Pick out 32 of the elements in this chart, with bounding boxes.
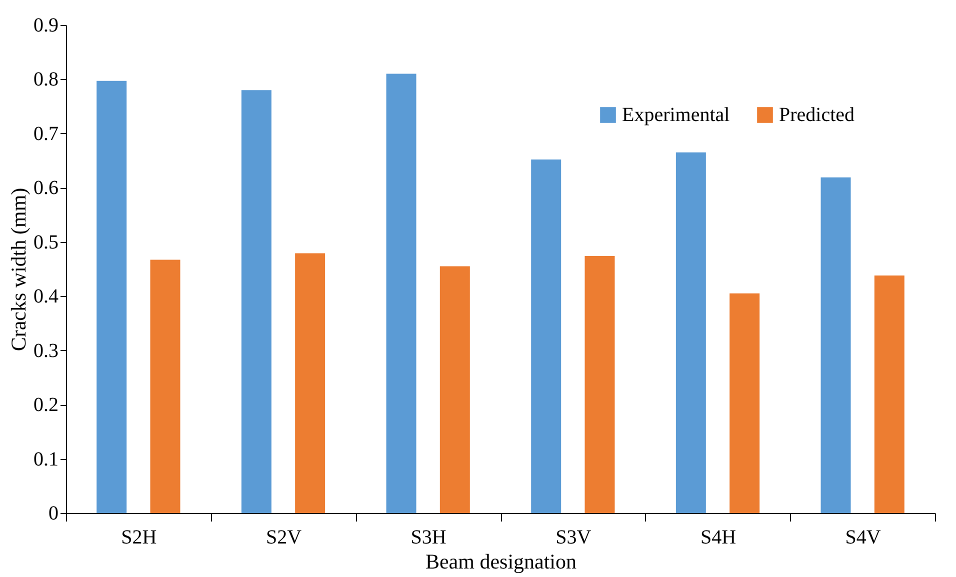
y-tick-label: 0.8 bbox=[34, 68, 58, 91]
y-tick-label: 0.2 bbox=[34, 394, 58, 416]
legend-label: Experimental bbox=[622, 104, 730, 126]
bar bbox=[295, 253, 326, 513]
y-tick-label: 0.6 bbox=[34, 177, 58, 200]
bar bbox=[150, 260, 180, 513]
bar bbox=[676, 152, 706, 513]
bar bbox=[820, 177, 851, 513]
bar bbox=[440, 266, 470, 513]
x-axis-title: Beam designation bbox=[425, 550, 578, 574]
x-tick-label: S2H bbox=[121, 526, 157, 548]
y-tick-label: 0.5 bbox=[34, 231, 58, 254]
bar bbox=[241, 90, 272, 513]
bar bbox=[584, 256, 615, 513]
y-tick-label: 0 bbox=[48, 502, 58, 524]
y-tick-label: 0.7 bbox=[34, 122, 58, 145]
bar bbox=[874, 276, 904, 513]
y-tick-label: 0.4 bbox=[34, 286, 58, 308]
x-tick-label: S4H bbox=[700, 526, 736, 548]
y-tick-label: 0.1 bbox=[34, 448, 58, 470]
bar bbox=[96, 80, 127, 513]
y-tick-label: 0.3 bbox=[34, 340, 58, 362]
x-tick-label: S3V bbox=[556, 526, 592, 548]
y-tick-label: 0.9 bbox=[34, 14, 58, 36]
bar bbox=[386, 74, 416, 513]
bar bbox=[531, 159, 562, 513]
bar bbox=[730, 293, 760, 513]
x-tick-label: S3H bbox=[410, 526, 446, 548]
y-axis-title: Cracks width (mm) bbox=[6, 188, 30, 352]
x-tick-label: S2V bbox=[266, 526, 302, 548]
legend-label: Predicted bbox=[779, 104, 855, 126]
x-tick-label: S4V bbox=[845, 526, 882, 548]
